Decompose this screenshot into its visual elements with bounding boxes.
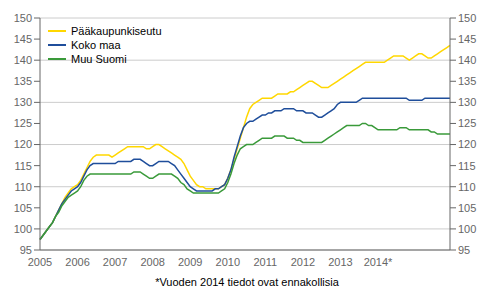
- svg-text:135: 135: [14, 75, 32, 87]
- svg-text:150: 150: [14, 12, 32, 24]
- svg-text:95: 95: [458, 244, 470, 256]
- svg-text:120: 120: [458, 138, 476, 150]
- svg-text:2010: 2010: [216, 256, 240, 268]
- html-text:Koko maa: Koko maa: [71, 39, 121, 51]
- svg-text:120: 120: [14, 138, 32, 150]
- html-text:Muu Suomi: Muu Suomi: [71, 53, 127, 65]
- svg-text:105: 105: [458, 202, 476, 214]
- svg-text:2009: 2009: [178, 256, 202, 268]
- svg-text:110: 110: [14, 181, 32, 193]
- svg-text:2008: 2008: [140, 256, 164, 268]
- svg-text:145: 145: [14, 33, 32, 45]
- svg-text:100: 100: [14, 223, 32, 235]
- svg-text:105: 105: [14, 202, 32, 214]
- svg-text:2013: 2013: [328, 256, 352, 268]
- svg-text:2012: 2012: [291, 256, 315, 268]
- svg-text:2011: 2011: [254, 256, 278, 268]
- svg-text:150: 150: [458, 12, 476, 24]
- svg-text:125: 125: [458, 117, 476, 129]
- svg-text:130: 130: [14, 96, 32, 108]
- svg-text:130: 130: [458, 96, 476, 108]
- html-text:Pääkaupunkiseutu: Pääkaupunkiseutu: [71, 25, 162, 37]
- svg-text:125: 125: [14, 117, 32, 129]
- svg-text:115: 115: [14, 160, 32, 172]
- svg-text:145: 145: [458, 33, 476, 45]
- svg-text:110: 110: [458, 181, 476, 193]
- svg-text:140: 140: [14, 54, 32, 66]
- html-text:*Vuoden 2014 tiedot ovat ennak: *Vuoden 2014 tiedot ovat ennakollisia: [155, 276, 339, 288]
- svg-text:115: 115: [458, 160, 476, 172]
- svg-text:140: 140: [458, 54, 476, 66]
- svg-text:100: 100: [458, 223, 476, 235]
- svg-text:2006: 2006: [65, 256, 89, 268]
- svg-text:2007: 2007: [103, 256, 127, 268]
- svg-text:2005: 2005: [28, 256, 52, 268]
- svg-text:95: 95: [20, 244, 32, 256]
- svg-text:135: 135: [458, 75, 476, 87]
- svg-text:2014*: 2014*: [364, 256, 393, 268]
